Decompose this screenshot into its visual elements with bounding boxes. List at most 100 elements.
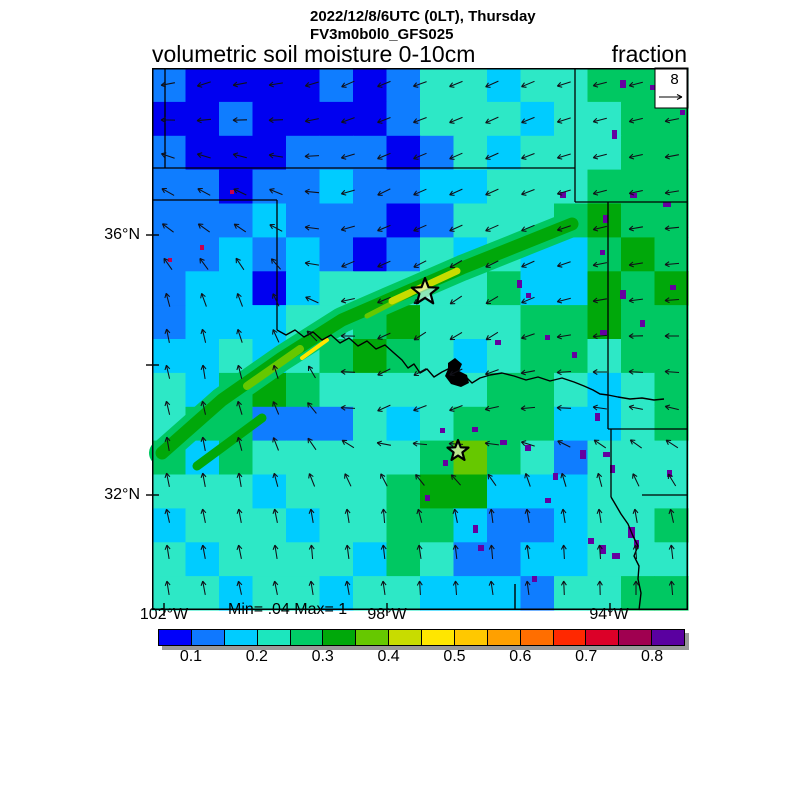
- moisture-cell: [286, 68, 321, 103]
- wind-arrow: [484, 440, 499, 447]
- wind-arrow: [560, 472, 567, 487]
- moisture-cell: [185, 237, 220, 272]
- wind-arrow: [556, 117, 571, 124]
- moisture-cell: [487, 576, 522, 611]
- moisture-cell: [219, 169, 254, 205]
- colorbar-tick-label: 0.4: [377, 648, 400, 665]
- moisture-cell: [185, 203, 220, 238]
- moisture-cell: [353, 508, 388, 543]
- colorbar-tick-label: 0.6: [509, 648, 532, 665]
- moisture-cell: [185, 508, 220, 543]
- wind-arrow: [592, 404, 607, 411]
- moisture-cell: [654, 406, 689, 442]
- high-moisture-speck: [478, 545, 484, 551]
- wind-arrow: [485, 116, 499, 124]
- wind-arrow: [664, 225, 680, 232]
- moisture-cell: [487, 169, 522, 205]
- wind-arrow: [593, 439, 607, 449]
- wind-arrow: [308, 544, 315, 560]
- high-moisture-speck: [443, 460, 448, 466]
- colorbar-cell: [289, 629, 323, 646]
- wind-arrow: [233, 188, 247, 196]
- moisture-cell: [621, 372, 656, 408]
- colorbar-cell: [190, 629, 224, 646]
- moisture-cell: [453, 135, 488, 171]
- colorbar: [158, 629, 685, 646]
- wind-arrow: [232, 152, 247, 159]
- reference-arrow-icon: [659, 94, 683, 100]
- wind-arrow: [380, 508, 387, 524]
- wind-arrow: [415, 474, 425, 486]
- wind-arrow: [377, 188, 391, 196]
- high-moisture-speck: [640, 320, 645, 327]
- moisture-cell: [420, 406, 455, 442]
- moisture-cell: [386, 339, 421, 374]
- map-frame: [152, 68, 688, 610]
- moisture-speck: [230, 190, 234, 194]
- colorbar-cell: [651, 629, 685, 646]
- moisture-cell: [621, 406, 656, 442]
- moisture-cell: [386, 474, 421, 509]
- wind-arrow: [196, 117, 212, 124]
- moisture-cell: [420, 576, 455, 611]
- moisture-cell: [353, 372, 388, 408]
- moisture-cell: [152, 203, 187, 238]
- wind-arrow: [413, 405, 427, 412]
- wind-arrow: [556, 225, 571, 232]
- wind-arrow: [380, 580, 387, 595]
- wind-arrow: [164, 364, 171, 379]
- moisture-cell: [252, 169, 287, 205]
- colorbar-cell: [618, 629, 652, 646]
- wind-arrow: [340, 297, 355, 304]
- minmax-label: Min= .04 Max= 1: [228, 601, 348, 618]
- wind-arrow: [596, 580, 603, 596]
- lon-tick-label: 102°W: [139, 606, 189, 623]
- high-moisture-speck: [610, 465, 615, 473]
- moisture-cell: [286, 474, 321, 509]
- wind-arrow: [664, 117, 680, 124]
- wind-arrow: [416, 580, 423, 596]
- wind-arrow: [488, 544, 495, 560]
- wind-arrow: [664, 404, 679, 411]
- high-moisture-speck: [620, 290, 626, 299]
- wind-arrow: [308, 473, 316, 487]
- wind-arrow: [340, 225, 355, 232]
- wind-arrow: [196, 81, 211, 88]
- moisture-cell: [319, 440, 354, 476]
- wind-arrow: [449, 295, 463, 305]
- moisture-cell: [319, 271, 354, 306]
- high-moisture-speck: [620, 80, 626, 88]
- moisture-cell: [554, 474, 589, 509]
- moisture-cell: [252, 305, 287, 340]
- moisture-cell: [353, 474, 388, 509]
- moisture-cell: [453, 68, 488, 103]
- moisture-cell: [353, 203, 388, 238]
- moisture-cell: [286, 237, 321, 272]
- wind-arrow: [304, 153, 320, 160]
- high-moisture-speck: [525, 445, 531, 451]
- wind-arrow: [304, 81, 319, 88]
- moisture-cell: [185, 271, 220, 306]
- moisture-cell: [252, 271, 287, 306]
- high-moisture-speck: [603, 452, 610, 457]
- wind-arrow: [377, 152, 391, 160]
- moisture-cell: [420, 508, 455, 543]
- high-moisture-speck: [612, 553, 620, 559]
- moisture-cell: [420, 203, 455, 238]
- plot-title: volumetric soil moisture 0-10cm: [152, 41, 476, 67]
- wind-arrow: [376, 440, 391, 447]
- wind-arrow: [557, 261, 571, 268]
- wind-arrow: [592, 153, 607, 160]
- wind-arrow: [668, 580, 675, 596]
- wind-arrow: [304, 224, 319, 231]
- wind-arrow: [521, 189, 535, 196]
- wind-arrow: [377, 332, 391, 340]
- moisture-cell: [286, 271, 321, 306]
- moisture-cell: [487, 203, 522, 238]
- wind-arrow: [377, 80, 391, 88]
- wind-arrow: [200, 292, 207, 307]
- moisture-cell: [319, 101, 354, 137]
- high-moisture-speck: [473, 525, 478, 533]
- wind-arrow: [272, 580, 279, 596]
- wind-arrow: [236, 508, 243, 523]
